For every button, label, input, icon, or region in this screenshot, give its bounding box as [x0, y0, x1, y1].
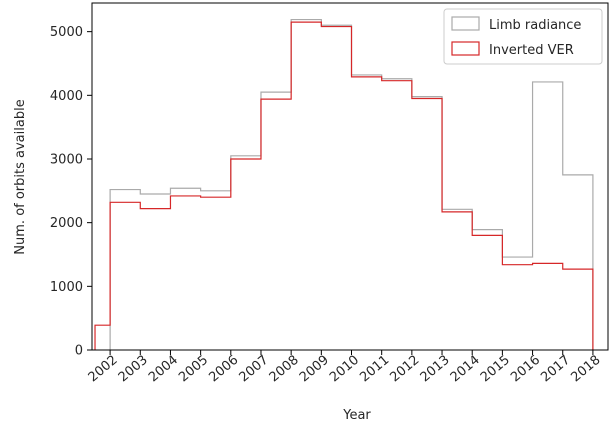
x-tick-label: 2004: [146, 353, 181, 386]
x-tick-label: 2018: [568, 353, 603, 386]
x-tick-label: 2006: [206, 353, 241, 386]
legend-label-limb-radiance: Limb radiance: [489, 18, 581, 33]
legend-swatch-limb-radiance: [451, 16, 480, 31]
legend-swatch-inverted-ver: [451, 41, 480, 56]
x-tick-label: 2003: [116, 353, 151, 386]
x-tick-label: 2007: [237, 353, 272, 386]
x-tick-label: 2008: [267, 353, 302, 386]
x-tick-label: 2009: [297, 353, 332, 386]
y-axis: 0 1000 2000 3000 4000 5000: [50, 25, 92, 359]
x-tick-label: 2005: [176, 353, 211, 386]
axes-frame: [91, 2, 609, 351]
x-tick-label: 2012: [387, 353, 422, 386]
plot-area: [94, 18, 594, 350]
y-tick-label: 5000: [50, 25, 83, 40]
x-tick-label: 2002: [86, 353, 121, 386]
legend: Limb radiance Inverted VER: [443, 8, 603, 65]
y-tick-label: 4000: [50, 89, 83, 104]
x-tick-label: 2015: [478, 353, 513, 386]
y-tick-label: 0: [75, 344, 83, 359]
x-axis: 2002200320042005200620072008200920102011…: [86, 350, 603, 386]
y-tick-label: 2000: [50, 216, 83, 231]
series-inverted-ver: [94, 21, 594, 350]
y-axis-label: Num. of orbits available: [13, 99, 28, 254]
x-tick-label: 2017: [538, 353, 573, 386]
legend-label-inverted-ver: Inverted VER: [489, 43, 574, 58]
x-tick-label: 2014: [448, 353, 483, 386]
y-tick-label: 1000: [50, 280, 83, 295]
x-tick-label: 2013: [418, 353, 453, 386]
x-tick-label: 2011: [357, 353, 392, 386]
x-tick-label: 2016: [508, 353, 543, 386]
x-axis-label: Year: [342, 408, 371, 423]
legend-frame: [443, 8, 603, 65]
x-tick-label: 2010: [327, 353, 362, 386]
y-tick-label: 3000: [50, 152, 83, 167]
